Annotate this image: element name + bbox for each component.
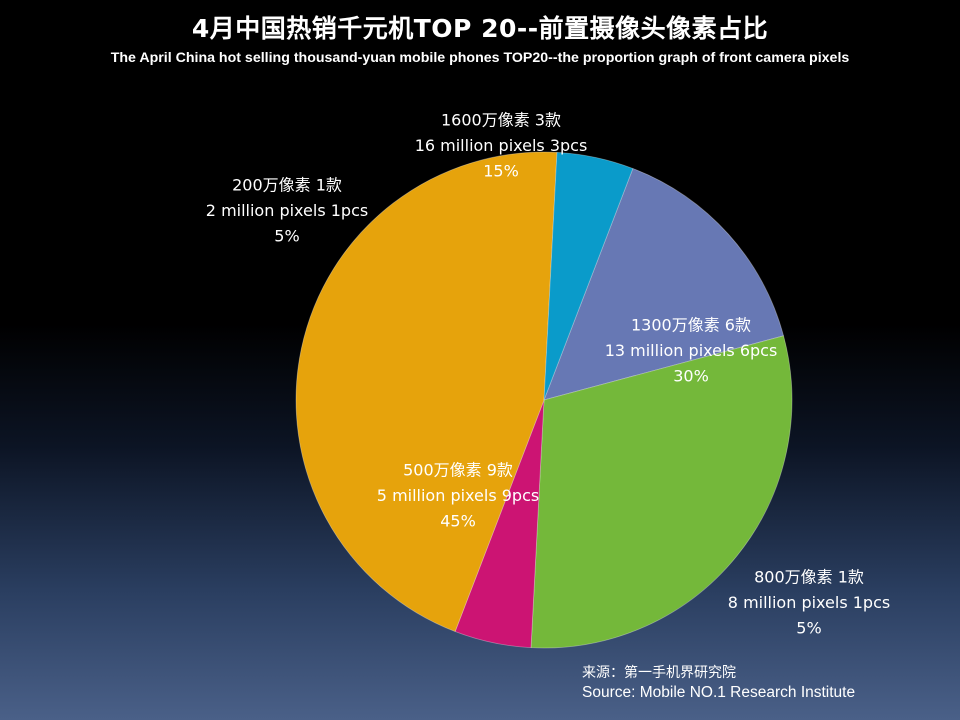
pie-slice <box>543 151 634 401</box>
slice-label-en: 16 million pixels 3pcs <box>415 136 588 155</box>
source-en: Source: Mobile NO.1 Research Institute <box>582 684 856 701</box>
slice-percent-label: 45% <box>440 512 476 531</box>
slice-label-en: 13 million pixels 6pcs <box>605 341 778 360</box>
pie-slice <box>295 151 558 633</box>
pie-labels: 1600万像素 3款 16 million pixels 3pcs 15% 1300万… <box>206 111 890 638</box>
pie-slices <box>295 151 793 649</box>
slice-label-en: 8 million pixels 1pcs <box>728 593 890 612</box>
pie-slice <box>543 167 785 401</box>
slice-percent-label: 5% <box>274 227 299 246</box>
slice-percent-label: 15% <box>483 162 519 181</box>
chart-subtitle: The April China hot selling thousand-yua… <box>110 50 850 66</box>
chart-title: 4月中国热销千元机TOP 20--前置摄像头像素占比 <box>191 14 769 43</box>
slice-label-cn: 200万像素 1款 <box>232 176 342 195</box>
pie-slice <box>454 399 545 649</box>
slice-label-cn: 800万像素 1款 <box>754 568 864 587</box>
slice-label-en: 5 million pixels 9pcs <box>377 486 539 505</box>
slice-label-cn: 1600万像素 3款 <box>441 111 561 130</box>
pie-slice <box>530 335 793 649</box>
slice-percent-label: 5% <box>796 619 821 638</box>
slice-label-en: 2 million pixels 1pcs <box>206 201 368 220</box>
slice-label-cn: 500万像素 9款 <box>403 461 513 480</box>
source-note: 来源：第一手机界研究院 Source: Mobile NO.1 Research… <box>582 664 855 702</box>
slice-percent-label: 30% <box>673 367 709 386</box>
slice-label-cn: 1300万像素 6款 <box>631 316 751 335</box>
source-cn: 来源：第一手机界研究院 <box>582 665 736 681</box>
